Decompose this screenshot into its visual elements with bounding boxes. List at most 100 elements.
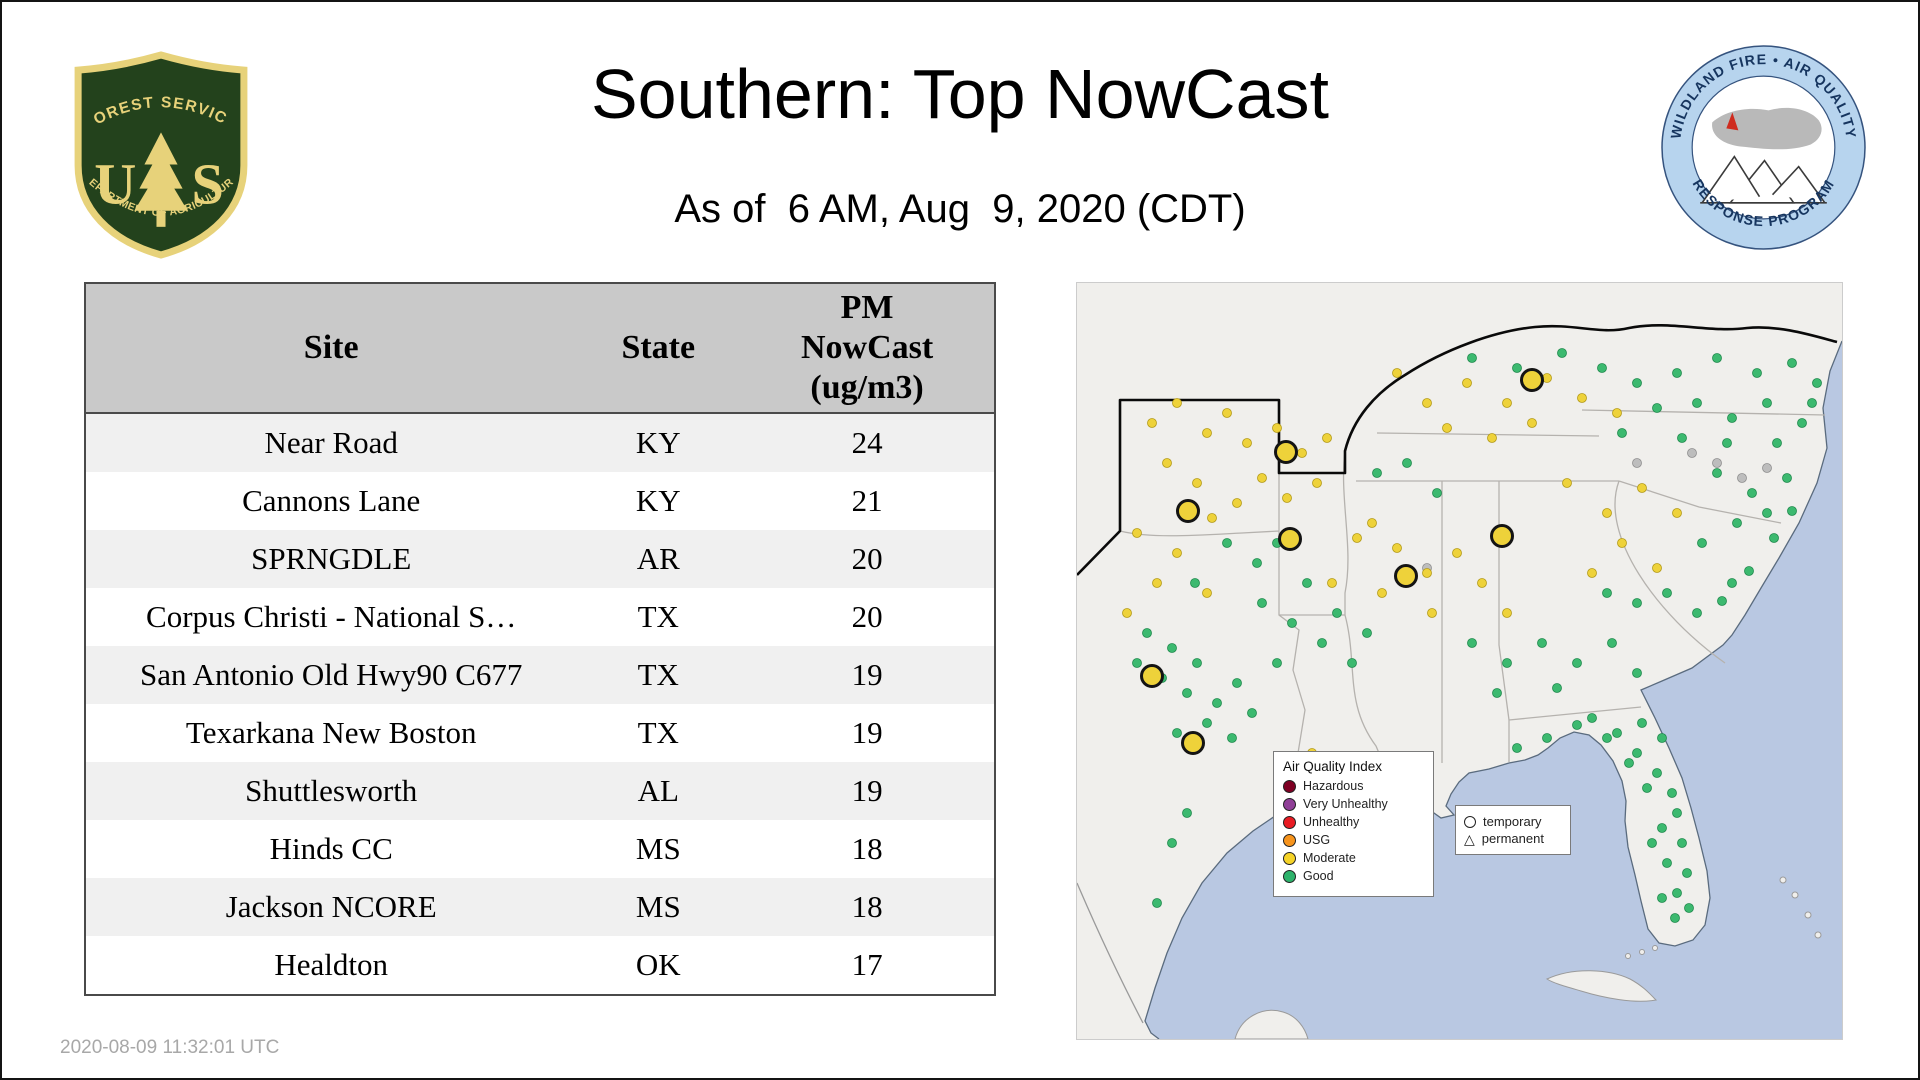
aqi-marker: [1394, 564, 1418, 588]
aqi-marker: [1647, 838, 1657, 848]
aqi-marker: [1537, 638, 1547, 648]
site-cell: Corpus Christi - National S…: [146, 599, 517, 634]
aqi-marker: [1140, 664, 1164, 688]
state-cell: TX: [637, 715, 679, 750]
aqi-marker: [1247, 708, 1257, 718]
aqi-marker: [1687, 448, 1697, 458]
aqi-marker: [1222, 538, 1232, 548]
aqi-marker: [1632, 668, 1642, 678]
value-cell: 18: [851, 889, 883, 924]
aqi-marker: [1122, 608, 1132, 618]
aqi-marker: [1787, 506, 1797, 516]
aqi-marker: [1637, 483, 1647, 493]
aqi-color-swatch: [1283, 851, 1296, 865]
aqi-marker: [1502, 398, 1512, 408]
aqi-marker: [1677, 433, 1687, 443]
table-row: San Antonio Old Hwy90 C677 TX 19: [85, 646, 995, 704]
aqi-marker: [1807, 398, 1817, 408]
aqi-marker: [1697, 538, 1707, 548]
value-cell: 19: [851, 773, 883, 808]
aqi-marker: [1352, 533, 1362, 543]
aqi-marker: [1287, 618, 1297, 628]
as-of-date: As of 6 AM, Aug 9, 2020 (CDT): [674, 187, 1246, 231]
aqi-marker: [1732, 518, 1742, 528]
fs-letter-s: S: [192, 152, 224, 217]
table-header-row: Site State PM NowCast (ug/m3): [85, 283, 995, 414]
aqi-marker: [1172, 548, 1182, 558]
aqi-marker: [1317, 638, 1327, 648]
temporary-row: temporary: [1464, 814, 1562, 829]
aqi-marker: [1652, 563, 1662, 573]
aqi-marker: [1322, 433, 1332, 443]
aqi-marker: [1727, 413, 1737, 423]
aqi-marker: [1652, 403, 1662, 413]
aqi-marker: [1552, 683, 1562, 693]
aqi-marker: [1572, 658, 1582, 668]
fire-icon: [1726, 112, 1739, 131]
aqi-marker: [1312, 478, 1322, 488]
aqi-marker: [1467, 353, 1477, 363]
table-row: Cannons Lane KY 21: [85, 472, 995, 530]
aqi-marker: [1657, 733, 1667, 743]
value-cell: 20: [851, 599, 883, 634]
aqi-marker: [1172, 398, 1182, 408]
temporary-label: temporary: [1483, 814, 1542, 829]
aqi-marker: [1747, 488, 1757, 498]
aqi-marker: [1632, 748, 1642, 758]
aqi-marker: [1367, 518, 1377, 528]
aqi-marker: [1587, 713, 1597, 723]
aqi-marker: [1372, 468, 1382, 478]
aqi-marker: [1662, 588, 1672, 598]
aqi-marker: [1502, 608, 1512, 618]
table-row: Healdton OK 17: [85, 936, 995, 995]
temporary-symbol-icon: [1464, 815, 1476, 828]
col-header-site: Site: [85, 283, 577, 414]
aqi-marker: [1577, 393, 1587, 403]
table-row: Hinds CC MS 18: [85, 820, 995, 878]
aqi-marker: [1602, 508, 1612, 518]
col-header-pm: PM NowCast (ug/m3): [740, 283, 995, 414]
site-cell: Texarkana New Boston: [185, 715, 477, 750]
aqi-marker: [1207, 513, 1217, 523]
us-map-silhouette: [1712, 107, 1822, 150]
aqi-marker: [1557, 348, 1567, 358]
aqi-marker: [1692, 608, 1702, 618]
value-cell: 20: [851, 541, 883, 576]
aqi-color-swatch: [1283, 869, 1296, 883]
state-cell: TX: [637, 657, 679, 692]
aqi-legend-label: USG: [1303, 833, 1331, 847]
aqi-marker: [1477, 578, 1487, 588]
aqi-legend-label: Good: [1303, 869, 1334, 883]
aqi-legend-item: USG: [1283, 833, 1424, 847]
aqi-marker: [1502, 658, 1512, 668]
aqi-marker: [1162, 458, 1172, 468]
wfaqrp-logo: WILDLAND FIRE • AIR QUALITY RESPONSE PRO…: [1661, 45, 1866, 250]
aqi-marker: [1672, 368, 1682, 378]
permanent-symbol-icon: △: [1464, 830, 1475, 847]
aqi-marker: [1672, 508, 1682, 518]
aqi-marker: [1717, 596, 1727, 606]
aqi-marker: [1152, 578, 1162, 588]
aqi-marker: [1744, 566, 1754, 576]
aqi-marker: [1487, 433, 1497, 443]
aqi-marker: [1282, 493, 1292, 503]
aqi-marker: [1227, 733, 1237, 743]
aqi-marker: [1202, 428, 1212, 438]
aqi-legend-item: Moderate: [1283, 851, 1424, 865]
value-cell: 24: [851, 425, 883, 460]
aqi-marker: [1667, 788, 1677, 798]
forest-service-logo: FOREST SERVICE U S DEPARTMENT OF AGRICUL…: [68, 48, 248, 259]
site-cell: Shuttlesworth: [245, 773, 418, 808]
aqi-marker: [1232, 678, 1242, 688]
table-row: Texarkana New Boston TX 19: [85, 704, 995, 762]
aqi-marker: [1257, 473, 1267, 483]
pine-tree-icon: [134, 132, 188, 227]
aqi-marker: [1662, 858, 1672, 868]
aqi-marker: [1190, 578, 1200, 588]
site-cell: SPRNGDLE: [251, 541, 412, 576]
site-cell: Healdton: [274, 947, 389, 982]
aqi-color-swatch: [1283, 815, 1296, 829]
aqi-marker: [1327, 578, 1337, 588]
state-cell: KY: [635, 425, 681, 460]
aqi-marker: [1192, 478, 1202, 488]
